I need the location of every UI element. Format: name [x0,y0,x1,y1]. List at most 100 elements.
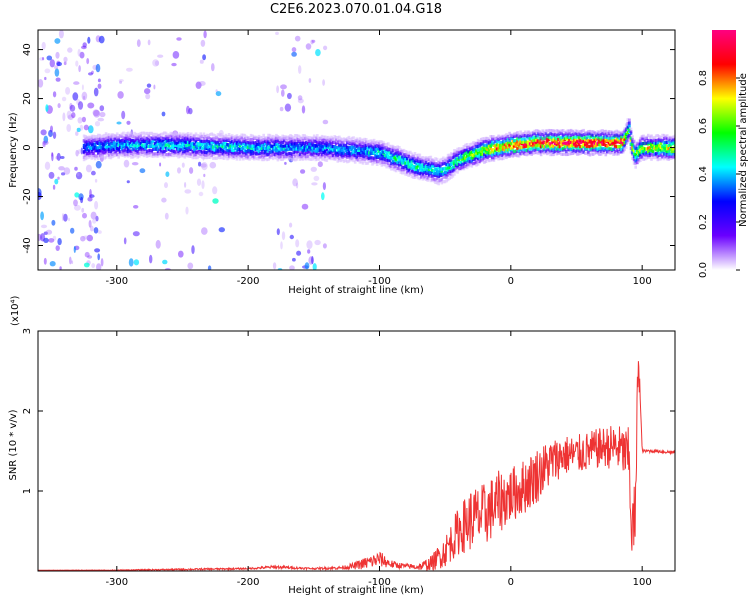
spectrogram-cell [229,146,232,150]
spectrogram-cell [538,147,541,151]
noise-mark [118,79,124,82]
spectrogram-cell [587,140,590,144]
noise-mark [311,39,316,43]
noise-mark [279,106,284,112]
spectrogram-cell [420,164,423,168]
spectrogram-cell [503,151,507,155]
noise-mark [45,104,49,112]
noise-mark [147,39,151,46]
noise-mark [198,81,206,86]
spectrogram-cell [563,152,567,156]
spectrogram-cell [334,146,338,150]
spectrogram-cell [629,136,633,140]
spectrogram-cell [623,127,626,131]
spectrogram-cell [346,137,349,141]
spectrogram-cell [268,138,272,142]
spectrogram-cell [651,145,655,149]
spectrogram-cell [528,131,532,135]
spectrogram-cell [483,147,486,152]
spectrogram-cell [366,150,370,154]
spectrogram-cell [352,159,355,163]
spectrogram-cell [484,143,488,148]
spectrogram-cell [171,141,174,145]
spectrogram-cell [82,158,86,162]
spectrogram-cell [424,156,428,160]
spectrogram-cell [643,138,647,142]
spectrogram-cell [498,145,502,149]
spectrogram-cell [517,135,521,139]
spectrogram-cell [558,136,562,140]
spectrogram-cell [205,156,209,160]
noise-mark [201,162,208,171]
spectrogram-cell [126,131,130,135]
spectrogram-cell [257,137,261,141]
spectrogram-cell [505,133,508,137]
spectrogram-cell [262,140,265,144]
spectrogram-cell [673,137,675,141]
spectrogram-cell [194,150,198,154]
spectrogram-cell [98,148,102,153]
spectrogram-cell [464,148,467,152]
spectrogram-cell [673,140,675,145]
spectrogram-cell [577,146,581,150]
spectrogram-cell [612,147,615,151]
spectrogram-cell [407,165,410,169]
spectrogram-cell [513,134,516,138]
spectrogram-cell [552,129,555,133]
spectrogram-cell [156,134,160,138]
spectrogram-cell [301,138,305,142]
spectrogram-cell [656,148,660,153]
spectrogram-cell [232,151,236,155]
spectrogram-cell [100,154,103,158]
spectrogram-cell [626,138,630,142]
spectrogram-cell [595,142,598,146]
spectrogram-cell [618,134,622,138]
spectrogram-cell [297,144,300,148]
spectrogram-cell [423,158,426,163]
spectrogram-cell [591,140,595,144]
spectrogram-cell [536,147,540,151]
noise-mark [56,61,62,67]
spectrogram-cell [109,150,113,154]
spectrogram-cell [270,155,273,159]
spectrogram-cell [223,156,226,160]
spectrogram-cell [207,145,210,149]
spectrogram-cell [219,138,223,142]
noise-mark [54,178,59,185]
spectrogram-cell [580,133,584,137]
spectrogram-cell [84,149,87,153]
spectrogram-cell [610,139,614,143]
spectrogram-cell [119,153,122,157]
spectrogram-cell [427,170,431,174]
spectrogram-cell [457,159,461,163]
spectrogram-cell [427,165,431,169]
spectrogram-cell [259,135,262,140]
spectrogram-cell [106,135,109,139]
noise-mark [100,258,104,267]
spectrogram-cell [186,143,190,147]
spectrogram-cell [333,151,336,155]
spectrogram-cell [305,140,308,144]
spectrogram-cell [424,177,428,181]
spectrogram-cell [218,149,221,153]
spectrogram-cell [448,158,451,163]
noise-mark [184,182,187,188]
noise-mark [49,59,55,68]
spectrogram-cell [208,140,212,144]
spectrogram-cell [440,167,444,171]
noise-mark [55,51,60,59]
spectrogram-cell [167,133,171,137]
spectrogram-cell [371,148,374,153]
spectrogram-cell [643,136,647,140]
spectrogram-cell [301,157,305,161]
spectrogram-cell [557,146,560,151]
spectrogram-cell [380,150,384,154]
spectrogram-cell [552,152,555,157]
spectrogram-cell [136,140,139,144]
noise-mark [291,47,297,53]
spectrogram-cell [374,146,377,150]
spectrogram-cell [416,171,420,175]
spectrogram-cell [439,167,442,171]
spectrogram-cell [476,138,480,143]
